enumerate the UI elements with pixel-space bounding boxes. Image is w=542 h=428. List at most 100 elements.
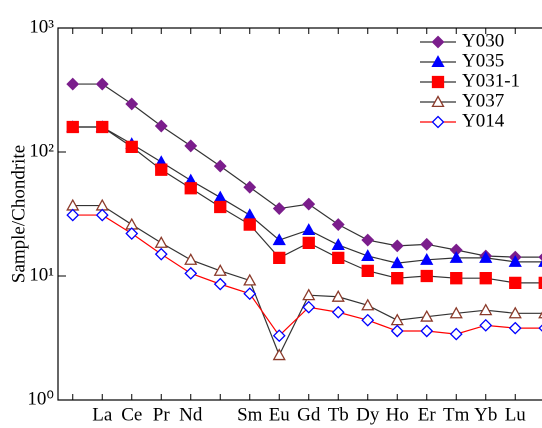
x-tick-label: Sm <box>237 404 263 425</box>
marker <box>184 182 197 195</box>
marker <box>272 233 286 246</box>
marker <box>214 200 227 214</box>
y-tick-label: 10² <box>29 140 54 161</box>
x-tick-label: Yb <box>474 404 497 425</box>
marker <box>302 300 316 314</box>
legend-label: Y030 <box>462 30 504 51</box>
marker <box>96 120 109 134</box>
x-tick-label: Ce <box>121 404 142 425</box>
marker <box>508 255 522 267</box>
marker <box>213 159 227 173</box>
legend-label: Y014 <box>462 110 505 131</box>
marker <box>66 208 80 222</box>
marker <box>272 202 286 215</box>
marker <box>538 276 542 290</box>
marker <box>479 272 492 285</box>
marker <box>243 287 257 301</box>
marker <box>479 303 493 316</box>
y-tick-label: 10⁰ <box>27 388 54 409</box>
marker <box>332 251 345 265</box>
marker <box>361 264 374 278</box>
marker <box>154 236 168 248</box>
marker <box>155 163 168 176</box>
marker <box>449 306 463 319</box>
marker <box>390 256 404 269</box>
marker <box>302 236 315 250</box>
x-tick-label: Nd <box>179 404 203 425</box>
marker <box>508 306 522 319</box>
marker <box>272 348 286 361</box>
marker <box>95 77 109 91</box>
marker <box>331 218 345 231</box>
marker <box>302 197 316 211</box>
marker <box>508 321 522 335</box>
marker <box>184 139 198 153</box>
marker <box>184 266 198 280</box>
marker <box>331 305 345 319</box>
marker <box>125 227 139 240</box>
marker <box>243 218 256 231</box>
y-axis-label: Sample/Chondrite <box>8 145 29 283</box>
marker <box>420 324 434 338</box>
marker <box>390 324 404 338</box>
y-tick-label: 10¹ <box>29 264 54 285</box>
marker <box>66 120 79 134</box>
x-tick-label: Tm <box>443 404 470 425</box>
marker <box>449 327 463 341</box>
marker <box>95 208 109 222</box>
marker <box>450 272 463 285</box>
marker <box>391 272 404 285</box>
marker <box>331 289 345 302</box>
marker <box>184 253 198 265</box>
marker <box>390 239 404 253</box>
marker <box>302 288 316 301</box>
marker <box>243 180 257 194</box>
marker <box>431 75 445 89</box>
marker <box>420 253 434 265</box>
marker <box>125 97 139 111</box>
marker <box>420 309 434 322</box>
marker <box>213 277 227 291</box>
marker <box>538 311 542 319</box>
marker <box>361 313 375 327</box>
marker <box>331 238 345 250</box>
x-tick-label: Tb <box>328 404 349 425</box>
marker <box>243 273 257 286</box>
marker <box>431 55 445 68</box>
legend-label: Y037 <box>462 90 504 111</box>
marker <box>361 298 375 311</box>
marker <box>213 264 227 276</box>
marker <box>272 329 286 343</box>
legend-label: Y035 <box>462 50 504 71</box>
marker <box>420 269 433 283</box>
x-tick-label: Lu <box>505 404 527 425</box>
y-tick-label: 10³ <box>29 16 54 37</box>
marker <box>66 77 80 91</box>
x-tick-label: Er <box>418 404 437 425</box>
marker <box>538 324 542 332</box>
marker <box>273 251 286 265</box>
marker <box>361 249 375 262</box>
marker <box>431 115 445 129</box>
x-tick-label: Gd <box>297 404 321 425</box>
marker <box>125 140 138 154</box>
x-tick-label: La <box>92 404 113 425</box>
marker <box>449 251 463 263</box>
marker <box>420 237 434 251</box>
marker <box>213 190 227 203</box>
x-tick-label: Eu <box>269 404 291 425</box>
marker <box>538 253 542 261</box>
x-tick-label: Dy <box>356 404 380 425</box>
marker <box>154 247 168 261</box>
marker <box>479 318 493 332</box>
marker <box>538 259 542 267</box>
x-tick-label: Ho <box>386 404 409 425</box>
legend-label: Y031-1 <box>462 70 520 91</box>
marker <box>154 119 168 133</box>
marker <box>509 276 522 290</box>
marker <box>243 208 257 221</box>
marker <box>479 251 493 263</box>
x-tick-label: Pr <box>153 404 171 425</box>
